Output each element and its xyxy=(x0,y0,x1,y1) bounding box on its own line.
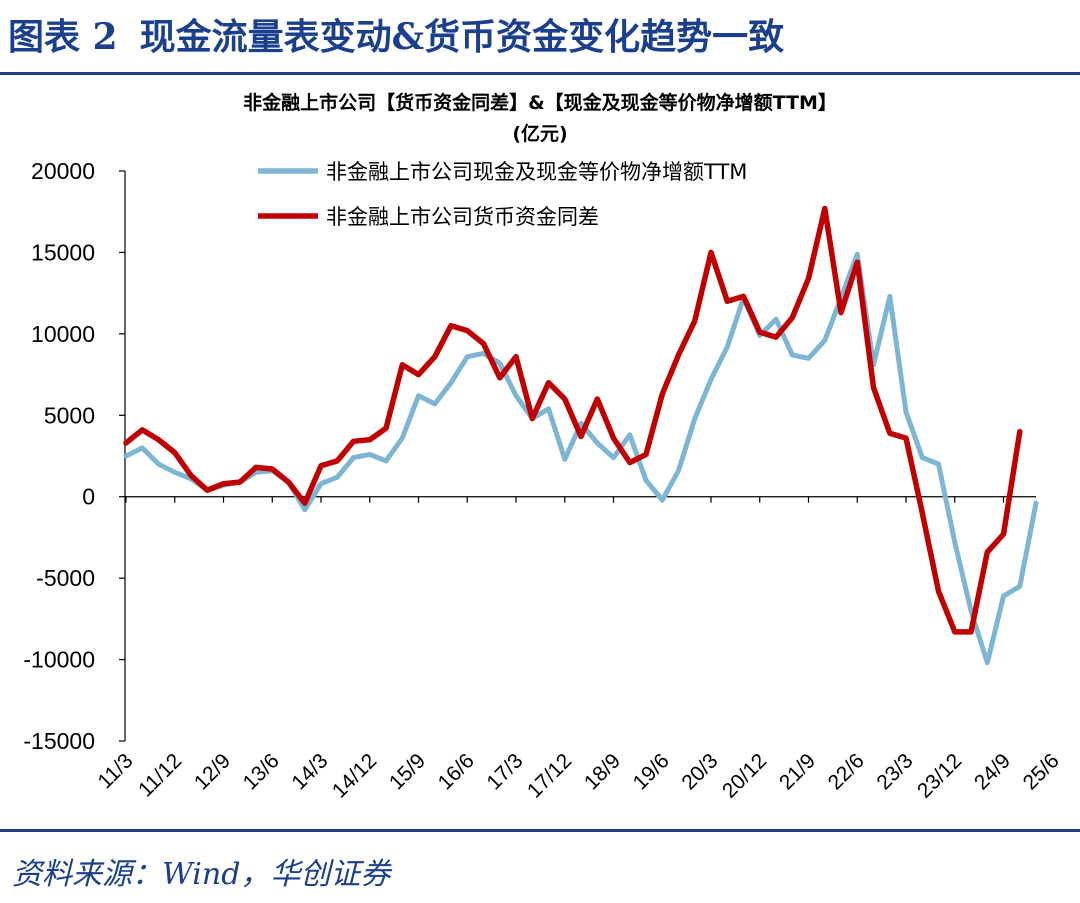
top-rule xyxy=(0,72,1080,75)
x-tick-label: 19/6 xyxy=(629,749,674,794)
y-tick-label: 0 xyxy=(82,484,95,510)
x-tick-label: 17/12 xyxy=(523,749,576,802)
series-line-monetary-funds xyxy=(123,205,1023,635)
chart-unit: (亿元) xyxy=(512,123,568,145)
x-tick-label: 23/12 xyxy=(913,749,966,802)
x-tick-label: 18/9 xyxy=(580,749,625,794)
legend-label: 非金融上市公司现金及现金等价物净增额TTM xyxy=(326,160,747,184)
legend-label: 非金融上市公司货币资金同差 xyxy=(326,205,599,229)
y-tick-label: -10000 xyxy=(23,647,95,673)
x-tick-label: 22/6 xyxy=(824,749,869,794)
y-tick-label: 20000 xyxy=(31,158,95,184)
y-tick-label: -15000 xyxy=(23,728,95,754)
x-tick-label: 24/9 xyxy=(970,749,1015,794)
figure-heading: 现金流量表变动&货币资金变化趋势一致 xyxy=(139,16,785,58)
bottom-rule xyxy=(0,829,1080,832)
y-tick-label: 10000 xyxy=(31,321,95,347)
x-tick-label: 14/3 xyxy=(287,749,332,794)
figure-header: 图表 2 现金流量表变动&货币资金变化趋势一致 xyxy=(8,4,784,64)
y-tick-label: 5000 xyxy=(44,402,95,428)
x-tick-label: 11/3 xyxy=(93,749,137,793)
figure-number: 图表 2 xyxy=(8,16,118,58)
x-tick-label: 23/3 xyxy=(872,749,917,794)
source-note: 资料来源：Wind，华创证券 xyxy=(12,857,391,892)
y-tick-label: -5000 xyxy=(36,565,95,591)
x-tick-label: 11/12 xyxy=(134,749,186,801)
x-tick-label: 17/3 xyxy=(482,749,527,794)
x-tick-label: 20/12 xyxy=(718,749,771,802)
x-tick-label: 15/9 xyxy=(385,749,430,794)
series-line-cash-increase xyxy=(123,251,1039,666)
x-tick-label: 13/6 xyxy=(239,749,284,794)
chart-title: 非金融上市公司【货币资金同差】&【现金及现金等价物净增额TTM】 xyxy=(243,92,837,114)
line-chart: -15000 -10000 -5000 0 5000 10000 15000 20000 11/… xyxy=(23,158,1064,803)
x-tick-label: 20/3 xyxy=(677,749,722,794)
x-tick-label: 25/6 xyxy=(1019,749,1064,794)
x-tick-label: 16/6 xyxy=(434,749,479,794)
x-tick-label: 14/12 xyxy=(328,749,381,802)
x-tick-label: 21/9 xyxy=(775,749,820,794)
x-tick-label: 12/9 xyxy=(190,749,235,794)
y-tick-label: 15000 xyxy=(31,239,95,265)
